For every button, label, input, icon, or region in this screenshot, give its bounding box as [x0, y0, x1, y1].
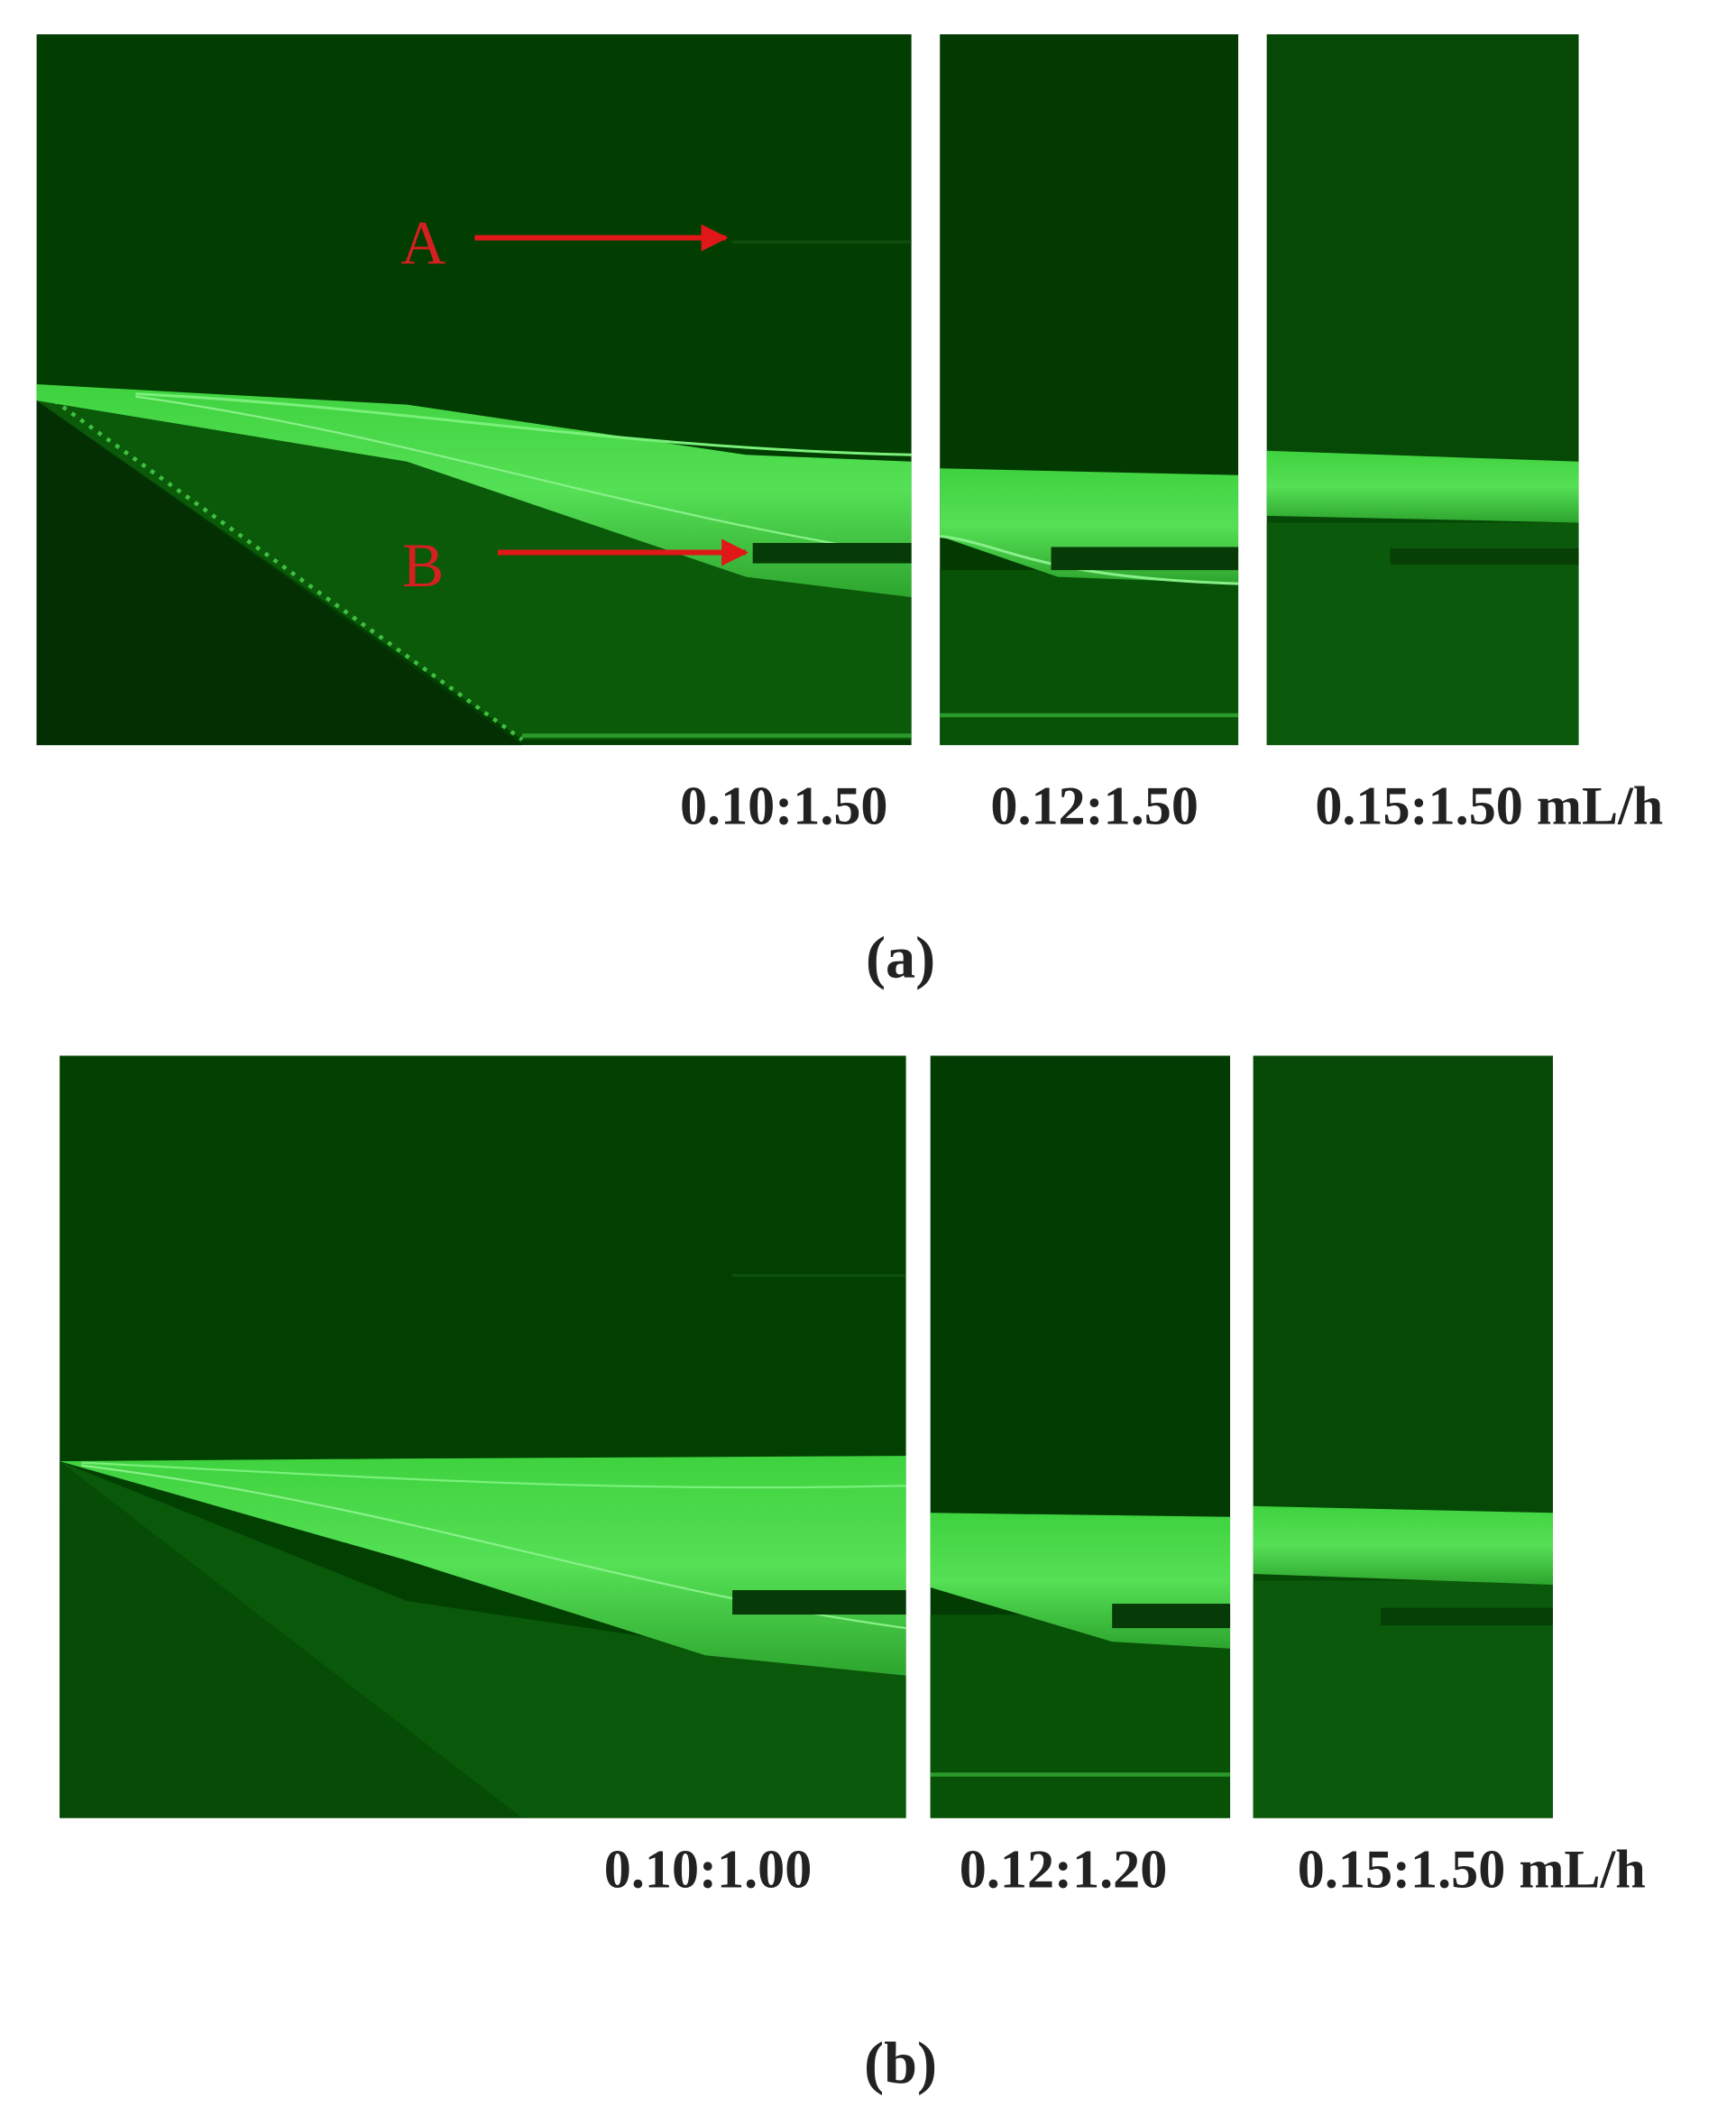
- caption: 0.10:1.50: [680, 776, 888, 836]
- caption: 0.12:1.50: [990, 776, 1199, 836]
- micrograph: [60, 1055, 906, 1818]
- annotation: A: [400, 207, 445, 277]
- micrograph: [36, 34, 912, 746]
- caption: 0.12:1.20: [960, 1839, 1168, 1900]
- caption: 0.15:1.50 mL/h: [1315, 776, 1663, 836]
- annotation: B: [402, 530, 444, 600]
- panel-b: 0.10:1.00 0.12:1.20 0.15:1.50 mL/h (b): [60, 1055, 1646, 2096]
- caption: 0.10:1.00: [604, 1839, 813, 1900]
- caption: 0.15:1.50 mL/h: [1298, 1839, 1646, 1900]
- micrograph: [940, 34, 1239, 746]
- panel-a: A B 0.10:1.50 0.12:1.50 0.15:1.50 mL/h (…: [36, 34, 1663, 990]
- micrograph: [1253, 1055, 1553, 1818]
- micrograph: [1266, 34, 1579, 746]
- panel-label: (b): [864, 2030, 937, 2096]
- panel-label: (a): [866, 925, 935, 990]
- micrograph: [930, 1055, 1231, 1818]
